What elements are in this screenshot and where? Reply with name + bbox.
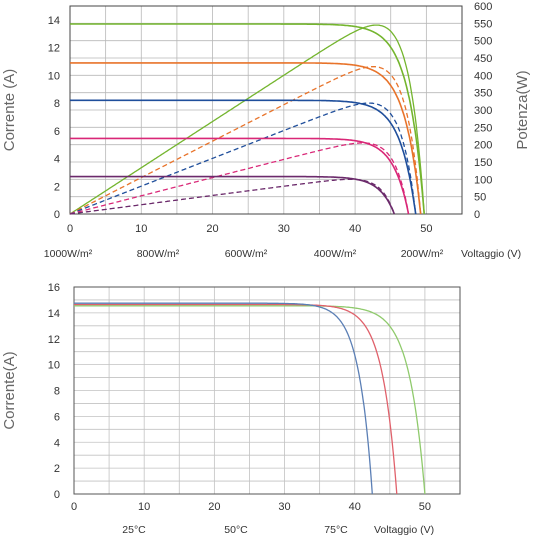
pv-curve-2 (69, 102, 417, 215)
legend-label-4: 200W/m² (401, 248, 444, 260)
y2-tick-label: 400 (474, 70, 492, 82)
iv-curve-1 (74, 303, 398, 495)
y-tick-label: 4 (54, 437, 60, 449)
iv-curve-4 (70, 175, 396, 215)
y2-tick-label: 600 (474, 1, 492, 13)
pv-curve-3 (69, 142, 410, 215)
plot-frame (73, 286, 461, 495)
legend-label-0: 1000W/m² (44, 248, 93, 260)
x-tick-label: 10 (138, 501, 150, 513)
y-tick-label: 6 (54, 411, 60, 423)
iv-curve-0 (74, 305, 426, 495)
legend-label-1: 800W/m² (137, 248, 180, 260)
y-axis-title: Corrente(A) (1, 351, 18, 429)
plot-frame (69, 5, 463, 215)
x-tick-label: 50 (420, 223, 432, 235)
x-tick-label: 20 (208, 501, 220, 513)
y-tick-label: 10 (48, 360, 60, 372)
y2-tick-label: 200 (474, 140, 492, 152)
y-tick-label: 14 (48, 308, 60, 320)
y2-tick-label: 350 (474, 88, 492, 100)
y-tick-label: 0 (54, 489, 60, 501)
x-tick-label: 40 (349, 223, 361, 235)
x-tick-label: 0 (71, 501, 77, 513)
x-tick-label: 30 (278, 501, 290, 513)
y-tick-label: 0 (54, 209, 60, 221)
legend-label-2: 75°C (324, 524, 348, 536)
y2-tick-label: 250 (474, 122, 492, 134)
iv-curve-0 (70, 23, 425, 215)
y-tick-label: 12 (48, 43, 60, 55)
iv-curve-3 (70, 137, 410, 215)
x-tick-label: 10 (135, 223, 147, 235)
y-tick-label: 2 (54, 181, 60, 193)
y2-tick-label: 450 (474, 53, 492, 65)
y-tick-label: 14 (48, 15, 60, 27)
legend-axis-label: Voltaggio (V) (374, 524, 434, 536)
y-tick-label: 2 (54, 463, 60, 475)
iv-curve-2 (74, 302, 373, 495)
x-tick-label: 40 (349, 501, 361, 513)
x-tick-label: 50 (419, 501, 431, 513)
legend-label-1: 50°C (224, 524, 248, 536)
iv-curve-1 (70, 62, 422, 215)
y2-tick-label: 300 (474, 105, 492, 117)
y2-tick-label: 500 (474, 36, 492, 48)
y-tick-label: 12 (48, 334, 60, 346)
iv-curve-2 (70, 99, 417, 215)
pv-curve-0 (69, 24, 425, 215)
y2-tick-label: 550 (474, 18, 492, 30)
legend-label-3: 400W/m² (314, 248, 357, 260)
y-tick-label: 16 (48, 282, 60, 294)
y2-tick-label: 100 (474, 174, 492, 186)
y2-tick-label: 0 (474, 209, 480, 221)
y-tick-label: 6 (54, 126, 60, 138)
y-tick-label: 4 (54, 154, 60, 166)
y-tick-label: 10 (48, 70, 60, 82)
x-tick-label: 0 (67, 223, 73, 235)
x-tick-label: 20 (206, 223, 218, 235)
y-tick-label: 8 (54, 386, 60, 398)
y2-tick-label: 150 (474, 157, 492, 169)
legend-label-0: 25°C (122, 524, 146, 536)
y-axis-title: Corrente (A) (1, 69, 18, 152)
y2-axis-title: Potenza(W) (514, 70, 531, 149)
chart1: 0 10 20 30 40 5002468101214050100150200250300… (1, 1, 531, 260)
legend-label-2: 600W/m² (225, 248, 268, 260)
legend-axis-label: Voltaggio (V) (461, 248, 521, 260)
pv-curve-1 (69, 66, 422, 215)
y-tick-label: 8 (54, 98, 60, 110)
y2-tick-label: 50 (474, 192, 486, 204)
pv-curve-4 (69, 178, 395, 215)
x-tick-label: 30 (278, 223, 290, 235)
chart2: 0 10 20 30 40 50 0 2 4 6 8 10 12 14 16 Corrente(A) 25°C 5… (1, 282, 461, 536)
